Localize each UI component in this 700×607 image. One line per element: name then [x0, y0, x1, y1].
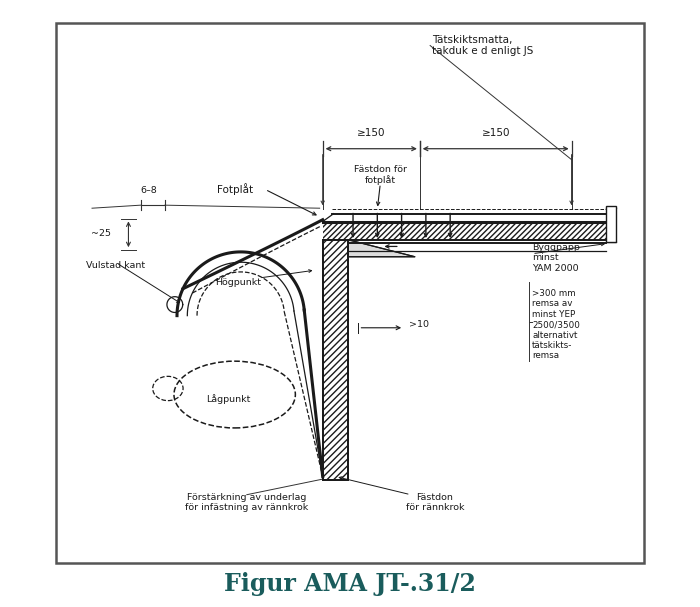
Text: 6–8: 6–8: [140, 186, 157, 195]
Text: Fästdon
för rännkrok: Fästdon för rännkrok: [406, 493, 464, 512]
Bar: [606, 206, 615, 242]
Polygon shape: [348, 240, 415, 257]
Text: Vulstad kant: Vulstad kant: [86, 262, 145, 270]
Text: Fästdon för
fotplåt: Fästdon för fotplåt: [354, 164, 407, 185]
Bar: [323, 222, 611, 240]
Text: Byggpapp
minst
YAM 2000: Byggpapp minst YAM 2000: [532, 243, 580, 273]
Text: Tätskiktsmatta,
takduk e d enligt JS: Tätskiktsmatta, takduk e d enligt JS: [432, 35, 533, 56]
Text: Figur AMA JT-.31/2: Figur AMA JT-.31/2: [224, 572, 476, 596]
Text: >300 mm
remsa av
minst YEP
2500/3500
alternativt
tätskikts-
remsa: >300 mm remsa av minst YEP 2500/3500 alt…: [532, 289, 580, 361]
Text: Högpunkt: Högpunkt: [215, 278, 260, 287]
Text: >10: >10: [409, 320, 429, 329]
Text: Förstärkning av underlag
för infästning av rännkrok: Förstärkning av underlag för infästning …: [186, 493, 309, 512]
Text: ~25: ~25: [91, 229, 111, 238]
Text: Fotplåt: Fotplåt: [216, 183, 253, 195]
Text: ≥150: ≥150: [482, 128, 510, 138]
Bar: [55, 23, 645, 563]
Bar: [323, 240, 348, 480]
Text: ≥150: ≥150: [357, 128, 386, 138]
Text: Lågpunkt: Lågpunkt: [206, 395, 251, 404]
